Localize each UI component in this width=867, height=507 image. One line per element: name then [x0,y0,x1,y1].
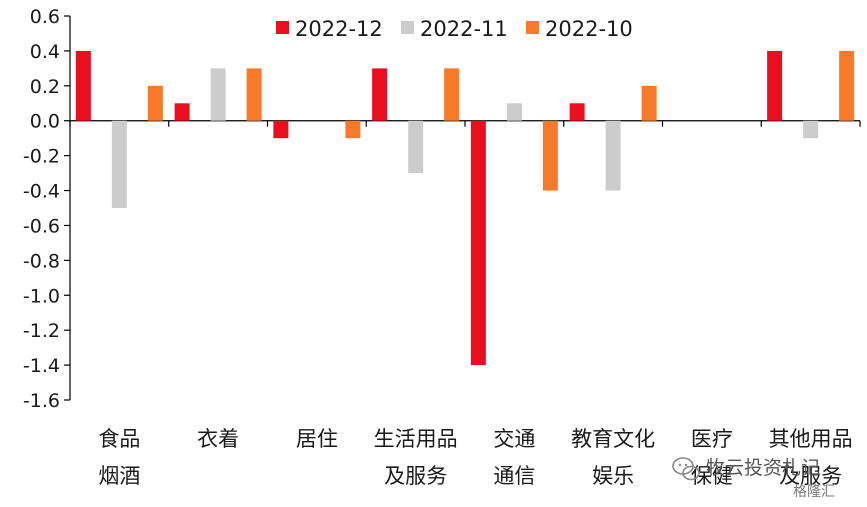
bar-2022-12-1 [174,103,190,121]
bar-2022-10-4 [542,120,558,191]
bar-2022-12-4 [470,120,486,366]
y-tick-label: -1.6 [23,390,60,412]
axes: 0.6 0.4 0.2 0.0 -0.2 -0.4 -0.6 -0.8 -1.0 -1.2 -1.4… [23,6,861,412]
bar-2022-10-2 [345,120,361,139]
bar-2022-11-7 [803,120,819,139]
category-label: 生活用品 [374,427,458,451]
bar-2022-12-0 [75,50,91,121]
category-label: 教育文化 [571,427,655,451]
bar-2022-12-7 [767,50,783,121]
category-label: 及服务 [384,464,447,488]
bars [75,50,855,366]
y-tick-label: 0.2 [30,76,60,98]
legend-swatch-2022-12 [276,21,289,34]
category-label: 通信 [493,464,535,488]
category-label: 医疗 [691,427,733,451]
category-label: 娱乐 [592,464,634,488]
category-label: 食品 [98,427,140,451]
bar-2022-10-7 [839,50,855,121]
bar-2022-10-5 [641,85,657,121]
y-tick-label: -0.6 [23,215,60,237]
legend-swatch-2022-11 [401,21,414,34]
category-label: 衣着 [197,427,239,451]
y-tick-label: -0.2 [23,146,60,168]
y-tick-label: 0.6 [30,6,60,28]
legend: 2022-12 2022-11 2022-10 [276,17,633,41]
bar-2022-12-2 [273,120,289,139]
y-tick-label: 0.0 [30,111,60,133]
legend-label-2022-11: 2022-11 [420,17,508,41]
legend-swatch-2022-10 [526,21,539,34]
watermark-line2: 格隆汇 [793,484,835,500]
y-tick-label: -0.8 [23,250,60,272]
bar-2022-11-0 [111,120,127,208]
y-tick-label: -1.4 [23,355,60,377]
category-label: 及服务 [779,464,842,488]
y-tick-label: -1.0 [23,285,60,307]
watermark-line1: 牧云投资札记 [706,457,820,479]
bar-2022-11-1 [210,68,226,121]
bar-2022-11-3 [408,120,424,174]
legend-label-2022-10: 2022-10 [545,17,633,41]
legend-label-2022-12: 2022-12 [295,17,383,41]
bar-2022-12-3 [372,68,388,121]
category-label: 居住 [296,427,338,451]
watermark: 牧云投资札记 格隆汇 [672,457,835,500]
bar-2022-10-0 [147,85,163,121]
bar-2022-11-5 [605,120,621,191]
wechat-icon [672,457,700,481]
y-tick-label: -0.4 [23,181,60,203]
category-label: 其他用品 [769,427,853,451]
bar-2022-10-3 [444,68,460,121]
y-tick-label: -1.2 [23,320,60,342]
y-tick-label: 0.4 [30,41,60,63]
category-label: 烟酒 [98,464,140,488]
bar-2022-11-4 [506,103,522,121]
bar-2022-12-5 [569,103,585,121]
bar-2022-10-1 [246,68,262,121]
category-label: 交通 [493,427,535,451]
